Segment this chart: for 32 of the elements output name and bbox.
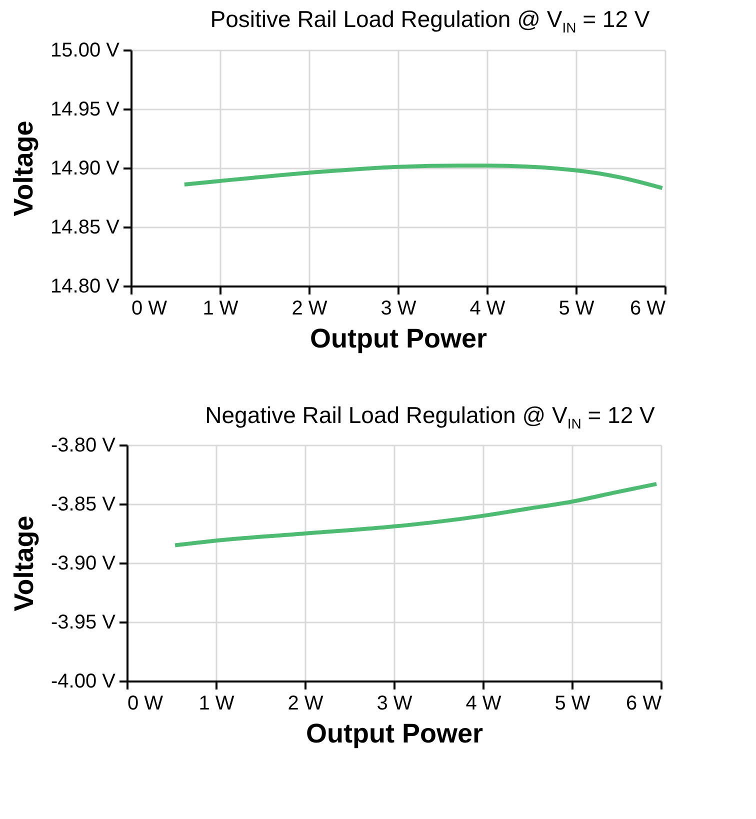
x-tick-label: 3 W [380,297,416,320]
x-tick-label: 6 W [626,692,662,715]
x-tick-label: 5 W [558,297,594,320]
x-tick-label: 4 W [470,297,506,320]
x-tick-label: 4 W [466,692,502,715]
x-axis-title: Output Power [306,718,484,749]
y-tick-label: 14.95 V [50,98,120,120]
x-tick-label: 1 W [202,297,238,320]
chart-title: Negative Rail Load Regulation @ V$_{IN}$ = 12 V [204,400,656,434]
line-series [173,482,659,548]
x-tick-label: 0 W [128,692,164,715]
x-tick-label: 0 W [132,297,168,320]
y-axis-title: Voltage [9,516,40,612]
x-tick-label: 6 W [630,297,666,320]
chart-title: Positive Rail Load Regulation @ V$_{IN}$ = 12 V [209,5,651,38]
y-tick-label: -4.00 V [51,670,116,693]
y-tick-label: 14.90 V [50,157,120,180]
y-tick-label: 14.80 V [50,275,120,298]
y-tick-label: -3.85 V [51,494,116,516]
x-tick-label: 3 W [376,692,412,715]
y-tick-label: -3.80 V [51,434,116,457]
line-series [182,163,664,190]
y-tick-label: 15.00 V [50,39,120,62]
x-tick-label: 5 W [554,692,590,715]
x-tick-label: 2 W [292,297,328,320]
x-axis-title: Output Power [310,323,488,354]
x-tick-label: 2 W [288,692,324,715]
y-tick-label: -3.90 V [51,552,116,575]
x-tick-label: 1 W [198,692,234,715]
y-tick-label: -3.95 V [51,612,116,634]
y-tick-label: 14.85 V [50,216,120,238]
y-axis-title: Voltage [8,120,39,216]
